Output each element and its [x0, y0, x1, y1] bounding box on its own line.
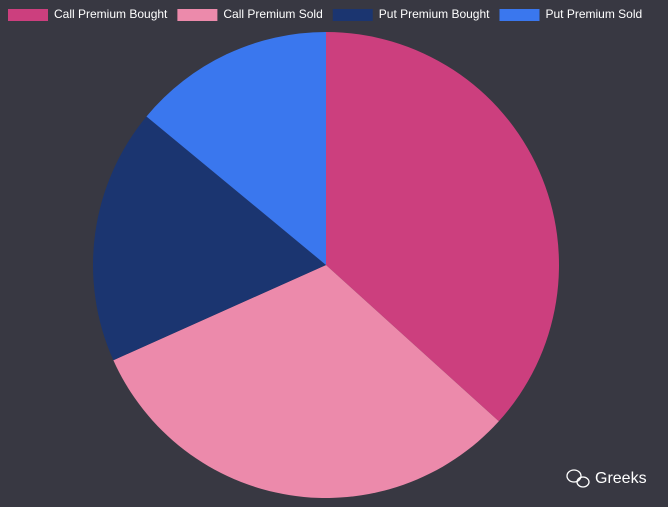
legend-label: Put Premium Bought: [379, 7, 490, 21]
watermark-icon: [566, 469, 590, 488]
watermark: Greeks: [595, 470, 647, 487]
legend-swatch: [177, 9, 218, 21]
pie-slice: [146, 32, 326, 265]
icon-bubble: [576, 476, 590, 488]
legend-label: Call Premium Bought: [54, 7, 168, 21]
pie-slice: [326, 32, 559, 422]
legend-swatch: [8, 9, 48, 21]
legend-label: Call Premium Sold: [223, 7, 322, 21]
legend-label: Put Premium Sold: [545, 7, 642, 21]
pie-slice: [113, 265, 499, 499]
pie-slice: [92, 116, 326, 361]
legend-swatch: [499, 9, 540, 21]
legend-swatch: [332, 9, 373, 21]
icon-bubble: [566, 469, 582, 483]
